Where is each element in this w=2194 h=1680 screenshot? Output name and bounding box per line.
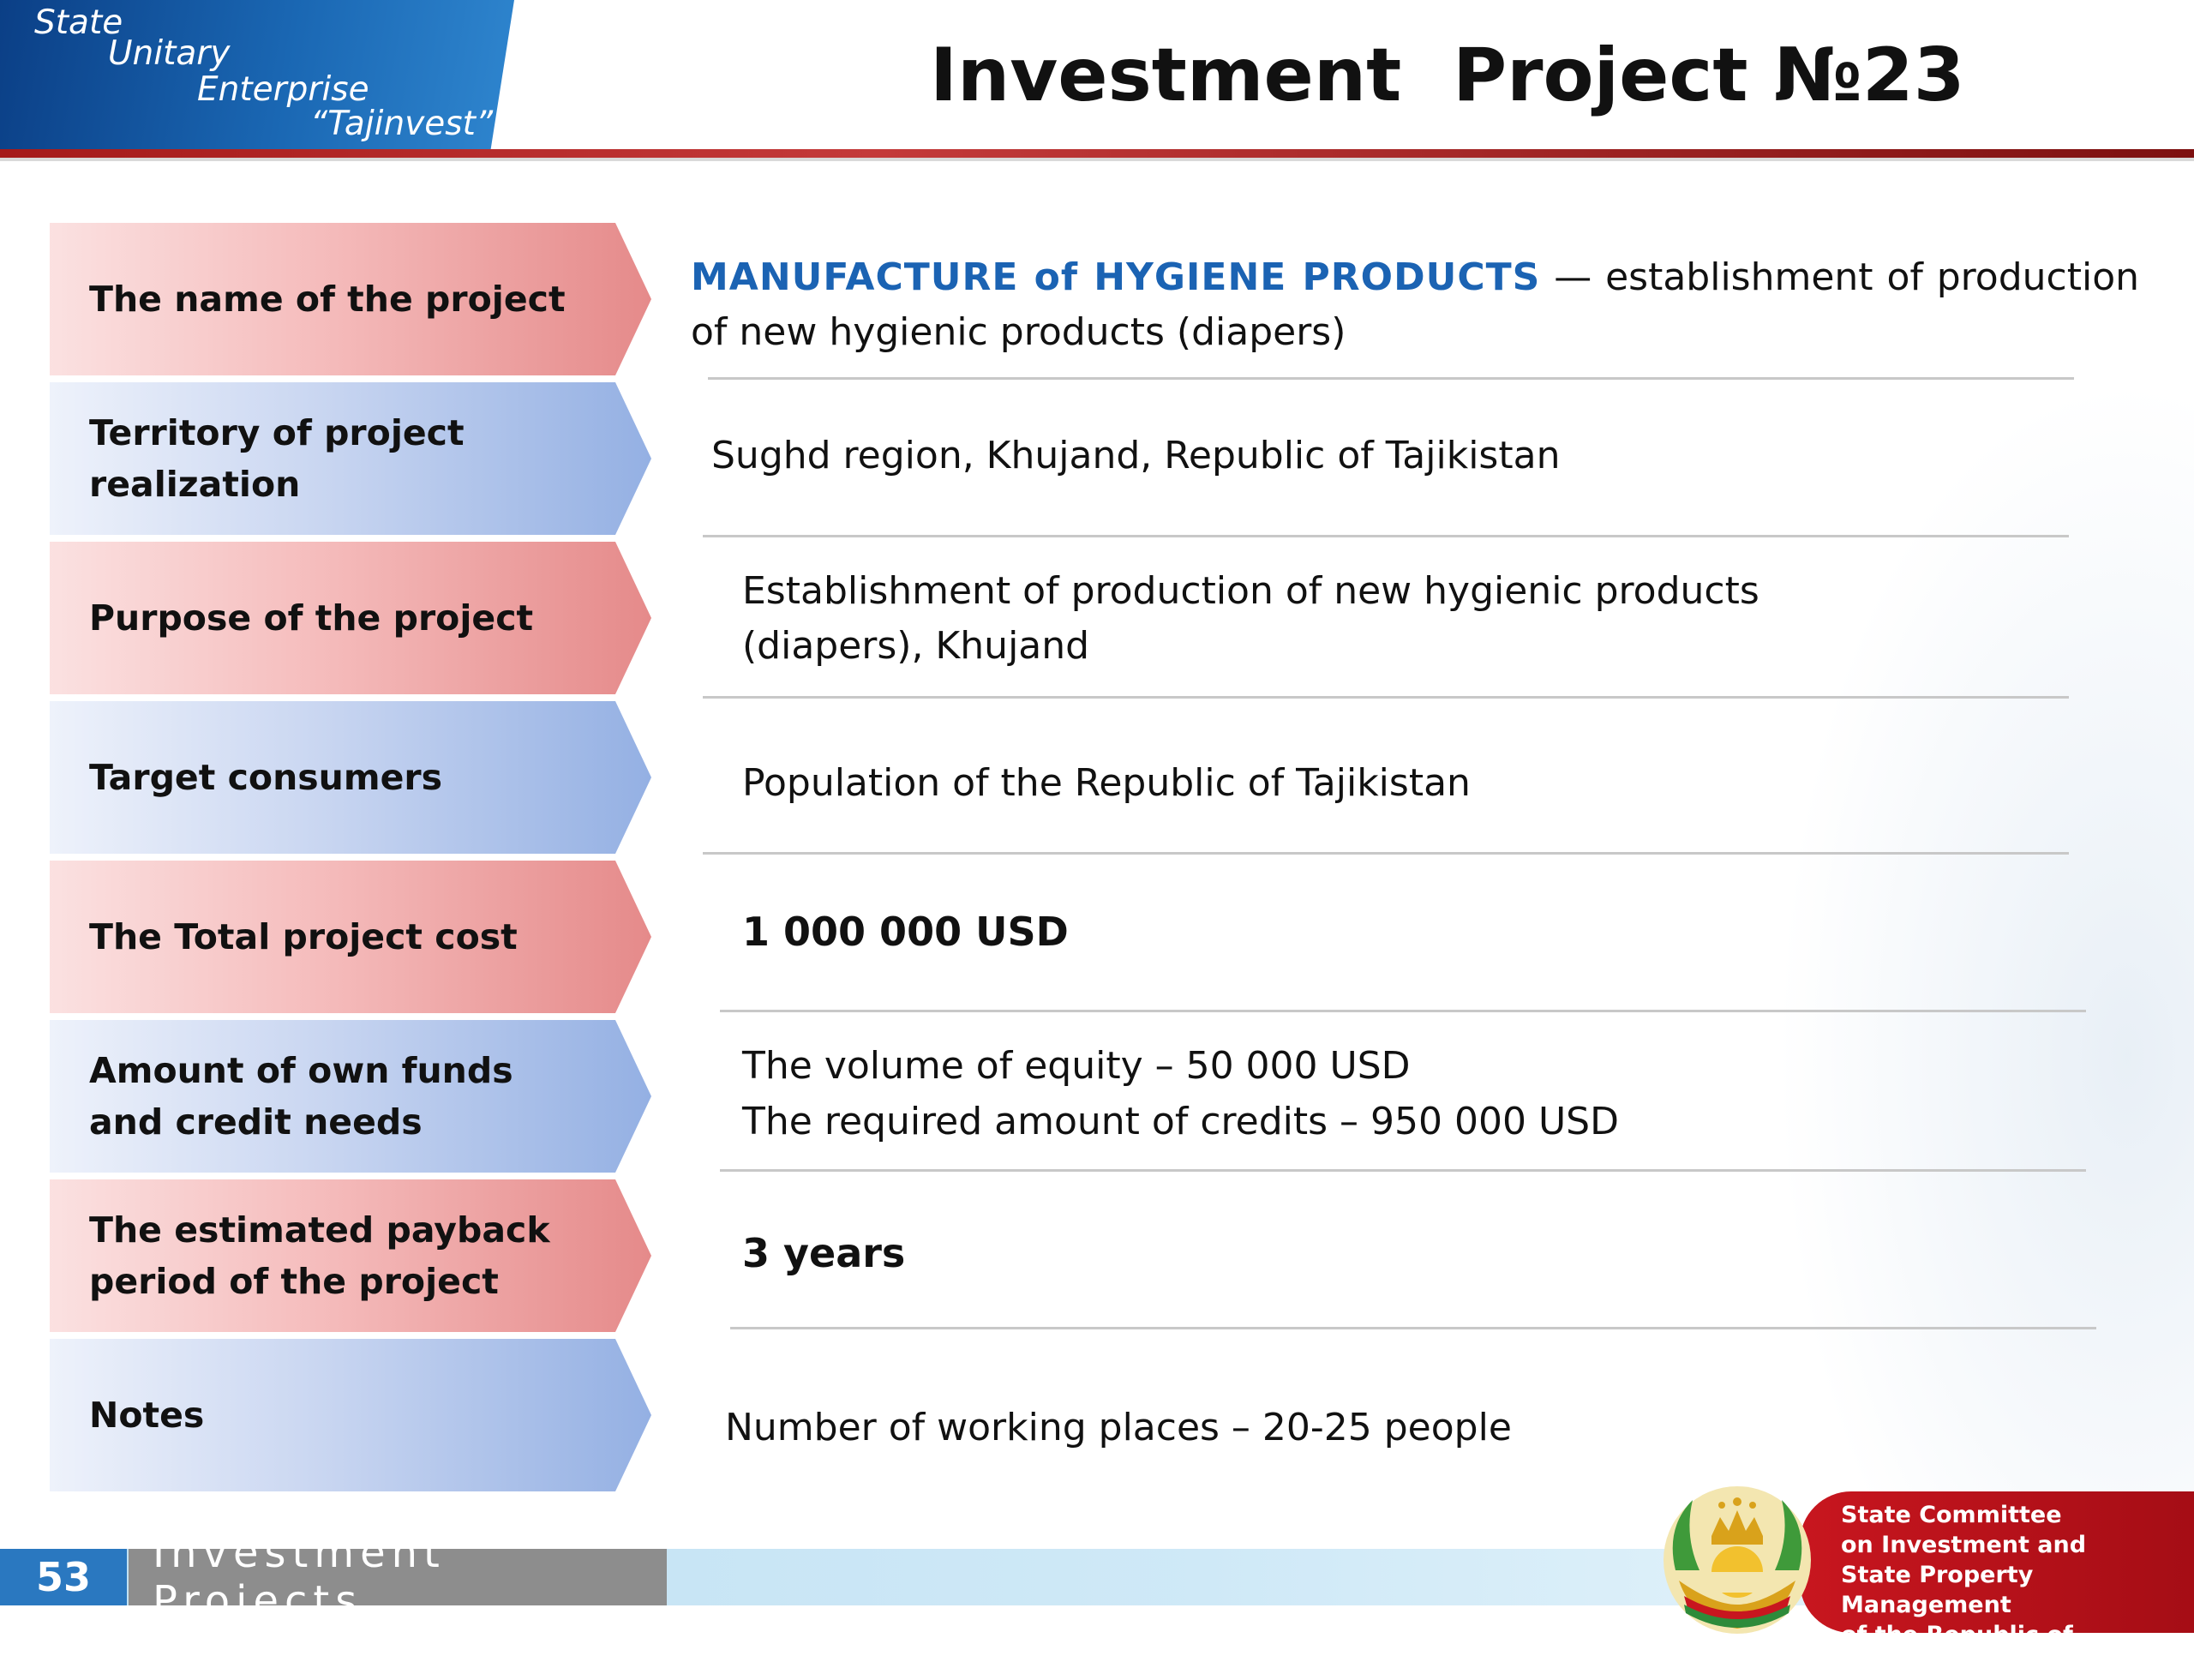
committee-badge <box>1800 1491 2194 1633</box>
value-notes: Number of working places – 20-25 people <box>725 1406 1512 1449</box>
label-text: Territory of project realization <box>89 412 465 505</box>
committee-name: State Committee on Investment and State … <box>1841 1502 2087 1678</box>
state-emblem-icon <box>1663 1486 1811 1634</box>
logo-box <box>0 0 514 153</box>
label-notes: Notes <box>50 1339 651 1491</box>
label-payback: The estimated payback period of the proj… <box>50 1179 651 1332</box>
label-text: Purpose of the project <box>89 597 534 639</box>
label-purpose: Purpose of the project <box>50 542 651 694</box>
value-territory: Sughd region, Khujand, Republic of Tajik… <box>711 434 1561 477</box>
value-credits: The required amount of credits – 950 000… <box>742 1100 1619 1143</box>
separator <box>730 1327 2096 1329</box>
value-purpose: Establishment of production of new hygie… <box>742 569 1759 668</box>
project-name-highlight: MANUFACTURE of HYGIENE PRODUCTS <box>691 255 1541 299</box>
value-total-cost: 1 000 000 USD <box>742 909 1069 955</box>
label-text: Target consumers <box>89 757 443 798</box>
label-text: The estimated payback period of the proj… <box>89 1209 550 1302</box>
section-title: Investment Projects <box>129 1529 667 1625</box>
label-territory: Territory of project realization <box>50 382 651 535</box>
separator <box>720 1169 2086 1172</box>
header-rule-shadow <box>0 158 2194 161</box>
header-rule <box>0 149 2194 158</box>
separator <box>708 377 2074 380</box>
page-number: 53 <box>0 1549 127 1605</box>
separator <box>703 535 2069 537</box>
label-total-cost: The Total project cost <box>50 861 651 1013</box>
page-title: Investment Project №23 <box>930 33 1965 118</box>
label-target-consumers: Target consumers <box>50 701 651 854</box>
label-project-name: The name of the project <box>50 223 651 375</box>
logo-line-4: “Tajinvest” <box>310 105 494 143</box>
logo-line-1: State <box>34 3 123 42</box>
background-decoration <box>1748 326 2194 1543</box>
value-target-consumers: Population of the Republic of Tajikistan <box>742 761 1471 805</box>
label-text: The Total project cost <box>89 916 518 957</box>
label-funds-credit: Amount of own funds and credit needs <box>50 1020 651 1173</box>
separator <box>720 1010 2086 1012</box>
logo-line-2: Unitary <box>108 34 231 73</box>
logo-line-3: Enterprise <box>197 70 369 109</box>
separator <box>703 696 2069 699</box>
label-text: The name of the project <box>89 279 566 320</box>
project-name-description: — establishment of production of new hyg… <box>691 255 2139 354</box>
label-text: Amount of own funds and credit needs <box>89 1050 513 1143</box>
value-project-name: MANUFACTURE of HYGIENE PRODUCTS — establ… <box>691 250 2139 360</box>
value-payback: 3 years <box>742 1230 906 1276</box>
label-text: Notes <box>89 1395 205 1436</box>
separator <box>703 852 2069 855</box>
value-equity: The volume of equity – 50 000 USD <box>742 1044 1411 1088</box>
